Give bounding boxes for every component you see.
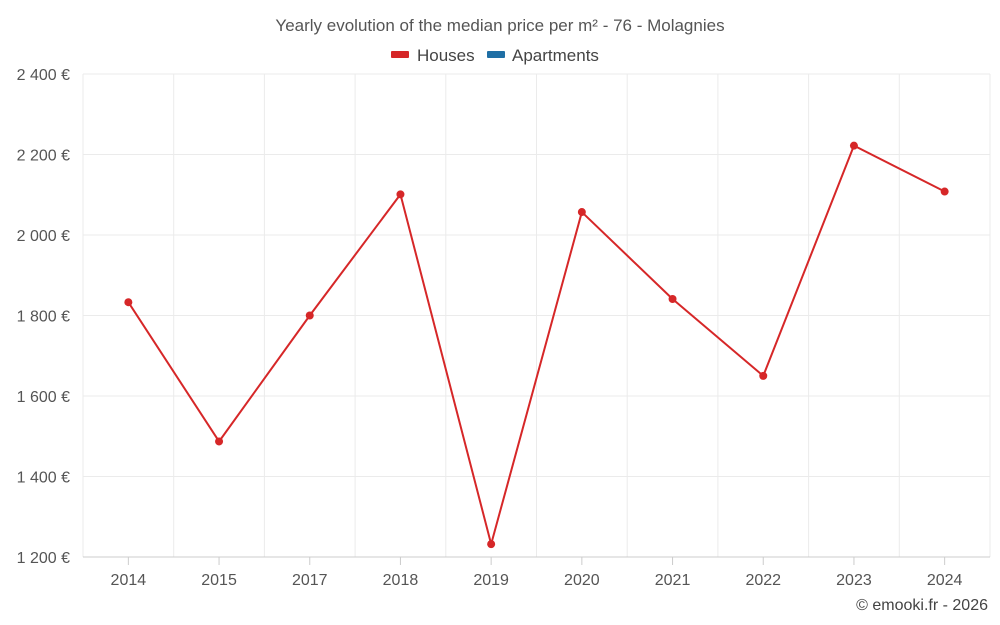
x-tick-label: 2021 [655, 572, 691, 589]
y-tick-label: 1 800 € [17, 309, 70, 326]
x-tick-label: 2024 [927, 572, 963, 589]
data-point-houses[interactable] [124, 298, 133, 307]
legend-swatch-apartments [487, 51, 505, 58]
plot-area [124, 141, 949, 549]
series-line-houses [127, 144, 946, 546]
data-point-houses[interactable] [577, 208, 586, 217]
legend-label-houses: Houses [417, 46, 475, 65]
data-point-houses[interactable] [215, 437, 224, 446]
legend-swatch-houses [391, 51, 409, 58]
x-tick-label: 2015 [201, 572, 237, 589]
legend-item-apartments[interactable]: Apartments [487, 46, 599, 65]
data-point-houses[interactable] [396, 190, 405, 199]
data-point-houses[interactable] [305, 311, 314, 320]
y-tick-label: 2 200 € [17, 148, 70, 165]
x-tick-label: 2018 [383, 572, 419, 589]
legend: Houses Apartments [391, 46, 599, 65]
data-point-houses[interactable] [668, 294, 677, 303]
x-tick-label: 2020 [564, 572, 600, 589]
y-tick-label: 1 200 € [17, 550, 70, 567]
data-point-houses[interactable] [487, 540, 496, 549]
x-tick-label: 2017 [292, 572, 328, 589]
data-point-houses[interactable] [759, 371, 768, 380]
y-tick-label: 2 000 € [17, 228, 70, 245]
y-tick-label: 2 400 € [17, 67, 70, 84]
x-tick-label: 2014 [111, 572, 147, 589]
y-tick-label: 1 400 € [17, 470, 70, 487]
x-tick-label: 2022 [745, 572, 781, 589]
x-axis: 2014 2015 2017 2018 2019 2020 2021 2022 2023 2024 [83, 556, 990, 589]
legend-label-apartments: Apartments [512, 46, 599, 65]
y-axis: 1 200 € 1 400 € 1 600 € 1 800 € 2 000 € 2 200… [17, 67, 70, 567]
credit-text: © emooki.fr - 2026 [856, 597, 988, 614]
chart-title: Yearly evolution of the median price per… [275, 16, 724, 35]
x-tick-label: 2023 [836, 572, 872, 589]
legend-item-houses[interactable]: Houses [391, 46, 475, 65]
data-point-houses[interactable] [940, 187, 949, 196]
grid [82, 73, 991, 557]
y-tick-label: 1 600 € [17, 389, 70, 406]
x-tick-label: 2019 [473, 572, 509, 589]
data-point-houses[interactable] [849, 141, 858, 150]
